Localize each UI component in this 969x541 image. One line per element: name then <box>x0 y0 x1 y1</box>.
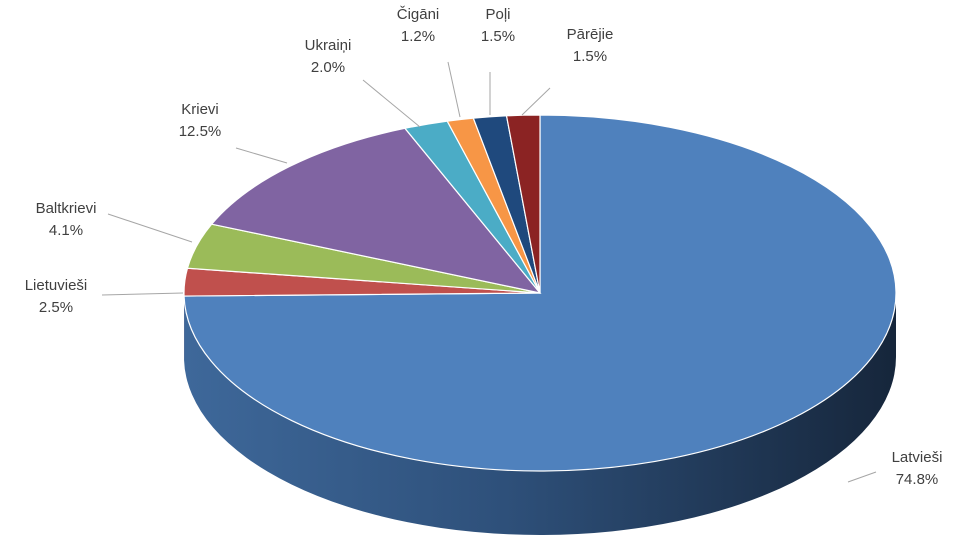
slice-value-lietuviesi: 2.5% <box>39 299 73 316</box>
slice-value-baltkrievi: 4.1% <box>49 222 83 239</box>
slice-label-ukraini: Ukraiņi <box>305 37 352 54</box>
leader-line-latviesi <box>847 471 877 483</box>
pie-side-layer <box>184 293 897 536</box>
slice-value-krievi: 12.5% <box>179 123 222 140</box>
leader-lines <box>101 61 877 483</box>
slice-value-ukraini: 2.0% <box>311 59 345 76</box>
slice-label-parejie: Pārējie <box>567 26 614 43</box>
slice-value-poli: 1.5% <box>481 28 515 45</box>
leader-line-baltkrievi <box>107 213 193 243</box>
pie-slice-parejie <box>505 114 541 294</box>
slice-label-krievi: Krievi <box>181 101 219 118</box>
slice-value-cigani: 1.2% <box>401 28 435 45</box>
slice-value-latviesi: 74.8% <box>896 471 939 488</box>
slice-label-poli: Poļi <box>485 6 510 23</box>
slice-label-latviesi: Latvieši <box>892 449 943 466</box>
leader-line-krievi <box>235 147 288 164</box>
leader-line-cigani <box>447 61 461 118</box>
slice-label-lietuviesi: Lietuvieši <box>25 277 88 294</box>
slice-value-parejie: 1.5% <box>573 48 607 65</box>
pie-slice-krievi <box>210 127 542 294</box>
slice-label-baltkrievi: Baltkrievi <box>36 200 97 217</box>
slice-label-cigani: Čigāni <box>397 6 440 23</box>
pie-side-latviesi <box>184 293 897 536</box>
leader-line-parejie <box>521 87 551 116</box>
leader-line-lietuviesi <box>101 292 184 296</box>
pie-top-layer <box>183 114 897 472</box>
slice-labels: Latvieši 74.8% Lietuvieši 2.5% Baltkrievi 4.1… <box>25 6 943 488</box>
leader-line-ukraini <box>362 79 421 128</box>
